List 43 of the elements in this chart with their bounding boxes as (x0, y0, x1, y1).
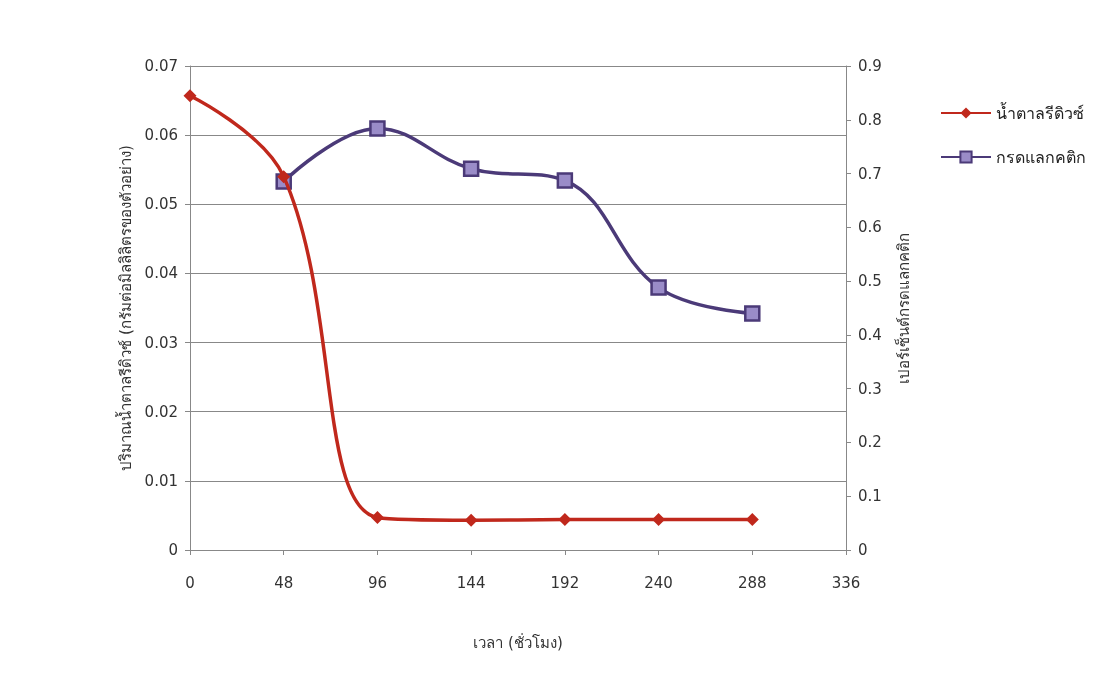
y2-tick-label: 0.5 (858, 272, 882, 291)
legend-label: กรดแลกคติก (996, 147, 1086, 167)
x-axis-title: เวลา (ชั่วโมง) (473, 631, 563, 652)
y-tick-label: 0.06 (144, 126, 178, 145)
x-tick-label: 0 (185, 573, 195, 592)
y2-tick-label: 0.1 (858, 487, 882, 506)
y2-tick-label: 0.6 (858, 218, 882, 237)
y-tick-label: 0.05 (144, 195, 178, 214)
point (370, 511, 384, 524)
y2-tick-label: 0.7 (858, 164, 882, 183)
y-tick-label: 0.07 (144, 57, 178, 75)
point (744, 305, 761, 322)
point (745, 513, 759, 527)
point (464, 513, 478, 527)
y2-tick-label: 0.8 (858, 110, 882, 129)
point (369, 120, 386, 137)
y2-tick-label: 0.4 (858, 325, 882, 344)
y2-tick-label: 0 (858, 541, 868, 559)
legend-label: น้ำตาลรีดิวซ์ (996, 101, 1084, 123)
x-tick-label: 336 (831, 573, 861, 592)
point (462, 160, 480, 177)
x-tick-label: 240 (644, 573, 673, 592)
y-tick-label: 0.03 (144, 333, 178, 352)
y-axis-title: ปริมาณน้ำตาลรีดิวซ์ (กรัมต่อมิลลิลิตรของตัวอย่าง) (115, 145, 136, 471)
point (183, 89, 197, 103)
point (652, 513, 666, 527)
point (277, 170, 291, 184)
x-tick-label: 96 (367, 573, 387, 592)
y-tick-label: 0.01 (144, 471, 178, 490)
point (650, 279, 667, 296)
x-tick-label: 288 (737, 573, 767, 592)
x-tick-label: 144 (456, 573, 486, 592)
point (558, 513, 572, 527)
y2-tick-label: 0.3 (858, 379, 882, 398)
point (556, 172, 574, 189)
y2-tick-label: 0.2 (858, 433, 882, 452)
x-tick-label: 192 (550, 573, 580, 592)
y-tick-label: 0 (168, 541, 178, 559)
y2-tick-label: 0.9 (858, 57, 882, 75)
y2-axis-title: เปอร์เซ็นต์กรดแลกคติก (893, 232, 913, 384)
y-tick-label: 0.02 (144, 402, 178, 421)
y-tick-label: 0.04 (144, 264, 178, 283)
x-tick-label: 48 (274, 573, 294, 592)
